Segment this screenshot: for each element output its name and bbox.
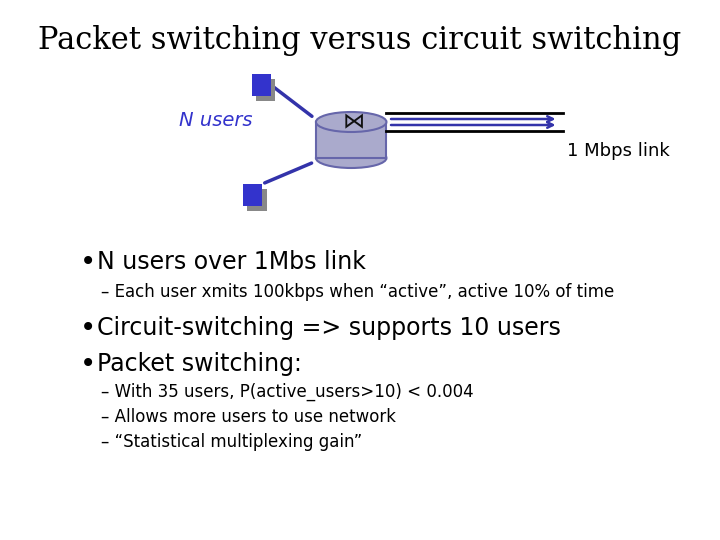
Text: – Allows more users to use network: – Allows more users to use network [101,408,396,426]
FancyBboxPatch shape [247,189,266,211]
Text: Packet switching:: Packet switching: [97,352,302,376]
Text: •: • [80,314,96,342]
Text: 1 Mbps link: 1 Mbps link [567,142,670,160]
Ellipse shape [316,112,387,132]
Text: – “Statistical multiplexing gain”: – “Statistical multiplexing gain” [101,433,362,451]
Text: •: • [80,248,96,276]
Text: – Each user xmits 100kbps when “active”, active 10% of time: – Each user xmits 100kbps when “active”,… [101,283,614,301]
FancyBboxPatch shape [256,79,275,101]
Text: Circuit-switching => supports 10 users: Circuit-switching => supports 10 users [97,316,561,340]
FancyBboxPatch shape [243,184,262,206]
Ellipse shape [316,148,387,168]
Text: Packet switching versus circuit switching: Packet switching versus circuit switchin… [38,25,682,56]
FancyBboxPatch shape [251,74,271,96]
Text: N users over 1Mbs link: N users over 1Mbs link [97,250,366,274]
Text: •: • [80,350,96,378]
FancyBboxPatch shape [316,122,387,158]
Text: $\bowtie$: $\bowtie$ [338,112,364,132]
Text: – With 35 users, P(active_users>10) < 0.004: – With 35 users, P(active_users>10) < 0.… [101,383,474,401]
Text: N users: N users [179,111,253,130]
